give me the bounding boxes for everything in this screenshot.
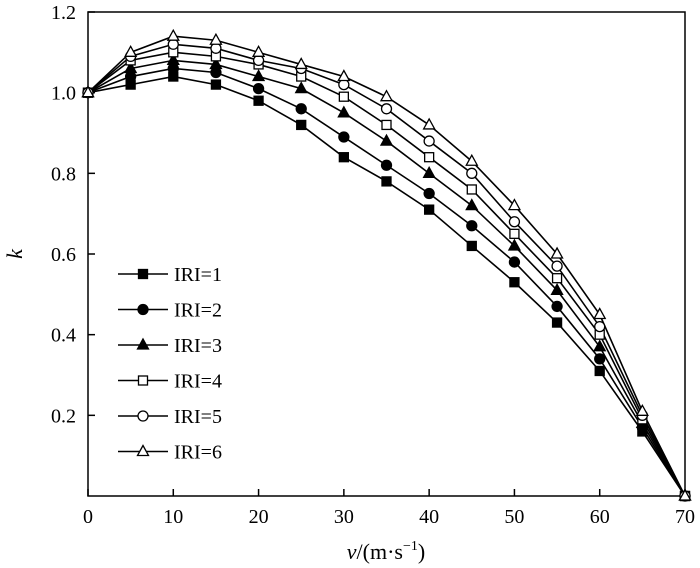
legend-marker [137, 410, 149, 422]
data-point-iri-4 [466, 184, 477, 195]
data-point-iri-1 [594, 365, 605, 377]
y-tick-label: 0.6 [51, 244, 76, 266]
x-tick-label: 70 [675, 506, 695, 528]
data-point-iri-1 [509, 277, 520, 288]
x-tick-label: 10 [163, 506, 183, 528]
x-tick-label: 20 [249, 506, 269, 528]
legend-marker [137, 268, 149, 280]
data-point-iri-1 [253, 95, 264, 106]
data-point-iri-3 [251, 69, 266, 82]
data-point-iri-1 [210, 79, 222, 90]
data-point-iri-6 [294, 57, 308, 70]
data-point-iri-1 [381, 176, 392, 187]
data-point-iri-1 [551, 317, 563, 328]
y-tick-label: 0.2 [51, 405, 76, 427]
data-point-iri-6 [337, 69, 351, 82]
legend: IRI=1 IRI=2 IRI=3 IRI=4 IRI=5 IRI=6 [118, 264, 222, 464]
data-point-iri-6 [209, 32, 223, 45]
data-point-iri-3 [337, 105, 351, 118]
data-point-iri-3 [209, 57, 223, 70]
data-point-iri-5 [594, 320, 606, 333]
legend-label: IRI=3 [174, 335, 222, 357]
data-point-iri-6 [593, 307, 607, 320]
data-point-iri-6 [507, 198, 522, 211]
y-tick-label: 0.4 [51, 325, 76, 347]
legend-marker [137, 375, 149, 386]
data-point-iri-3 [166, 53, 180, 66]
data-point-iri-6 [550, 246, 564, 259]
data-point-iri-2 [423, 187, 435, 200]
data-point-iri-3 [294, 81, 308, 94]
y-axis-title: k [2, 248, 27, 259]
data-point-iri-2 [252, 82, 265, 95]
x-axis-title: v/(m·s−1) [347, 539, 425, 564]
data-point-iri-4 [381, 119, 392, 131]
data-point-iri-6 [251, 44, 266, 57]
data-point-iri-2 [594, 353, 606, 365]
legend-marker [136, 444, 150, 457]
data-point-iri-4 [423, 152, 435, 163]
x-tick-label: 40 [419, 506, 439, 528]
data-point-iri-5 [551, 260, 563, 272]
data-point-iri-3 [379, 133, 394, 146]
legend-label: IRI=6 [174, 442, 222, 464]
data-point-iri-4 [509, 228, 520, 239]
data-point-iri-3 [124, 61, 138, 74]
x-tick-label: 60 [590, 506, 610, 528]
data-point-iri-5 [466, 167, 478, 179]
data-point-iri-4 [338, 91, 350, 102]
legend-label: IRI=4 [174, 371, 222, 393]
x-tick-label: 30 [334, 506, 354, 528]
data-point-iri-3 [422, 165, 436, 178]
data-point-iri-3 [550, 282, 564, 295]
data-point-iri-5 [380, 103, 393, 115]
data-point-iri-2 [380, 159, 393, 171]
y-tick-label: 1.2 [51, 2, 76, 24]
data-point-iri-6 [166, 28, 180, 41]
data-point-iri-3 [593, 339, 607, 352]
data-point-iri-2 [508, 256, 521, 268]
legend-label: IRI=5 [174, 406, 222, 428]
legend-label: IRI=1 [174, 264, 222, 286]
data-point-iri-1 [296, 119, 307, 131]
data-point-iri-6 [81, 85, 95, 98]
data-point-iri-2 [551, 300, 563, 313]
y-tick-label: 1.0 [51, 83, 76, 105]
data-point-iri-6 [422, 117, 436, 130]
data-point-iri-5 [423, 135, 435, 147]
x-tick-label: 50 [504, 506, 524, 528]
data-point-iri-5 [508, 216, 521, 228]
data-point-iri-2 [295, 103, 307, 115]
legend-label: IRI=2 [174, 300, 222, 322]
legend-marker [137, 303, 149, 316]
series-markers [81, 28, 692, 502]
data-point-iri-3 [465, 198, 479, 211]
data-point-iri-6 [678, 488, 692, 501]
data-point-iri-6 [635, 403, 649, 416]
y-tick-label: 0.8 [51, 163, 76, 185]
data-point-iri-2 [466, 220, 478, 232]
x-tick-label: 0 [83, 506, 93, 528]
data-point-iri-1 [423, 204, 435, 215]
data-point-iri-3 [507, 238, 522, 251]
data-point-iri-6 [465, 153, 479, 166]
data-point-iri-1 [338, 152, 350, 163]
data-point-iri-6 [379, 89, 394, 102]
data-point-iri-2 [338, 131, 350, 143]
legend-marker [136, 337, 150, 350]
data-point-iri-1 [466, 240, 477, 252]
data-point-iri-6 [124, 44, 138, 57]
axis-tick-labels: 0 10 20 30 40 50 60 70 0.2 0.4 0.6 0.8 1.0 1.2 [51, 2, 695, 528]
data-point-iri-4 [551, 273, 563, 284]
